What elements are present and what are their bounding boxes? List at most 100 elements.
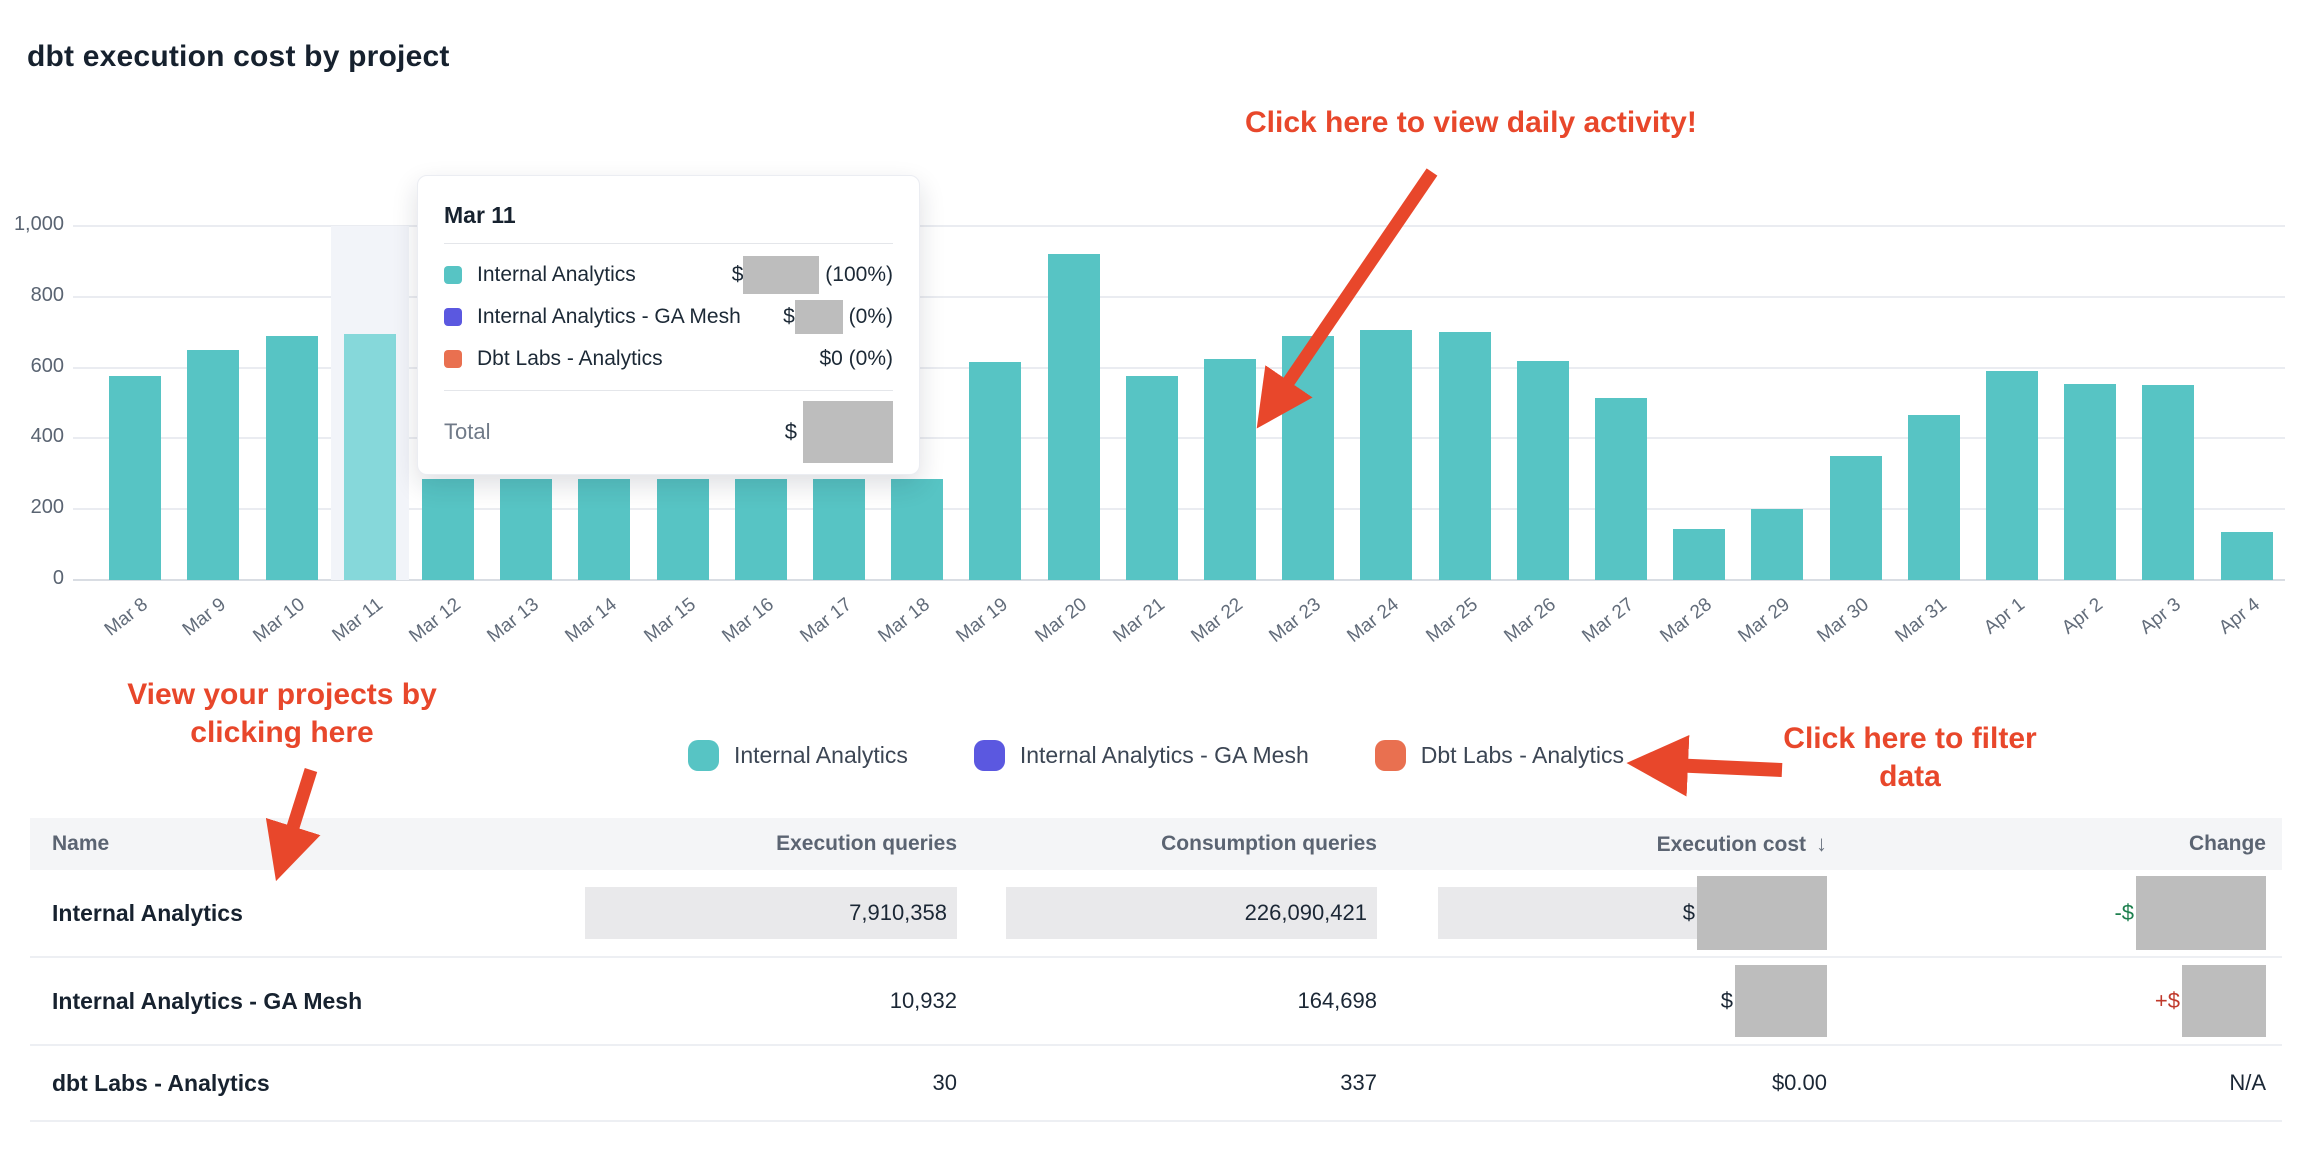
chart-bar[interactable] xyxy=(1125,376,1178,580)
chart-bar[interactable] xyxy=(578,479,631,580)
tooltip-series-label: Internal Analytics - GA Mesh xyxy=(477,305,741,328)
chart-bar[interactable] xyxy=(1673,529,1726,580)
redacted-value xyxy=(794,300,843,334)
legend-label: Internal Analytics xyxy=(733,742,908,768)
tooltip-divider xyxy=(444,243,893,244)
gridline xyxy=(73,508,2285,511)
projects-cost-table: Name Execution queries Consumption queri… xyxy=(30,818,2282,1122)
annotation-view-projects: View your projects by clicking here xyxy=(127,678,437,750)
table-row: dbt Labs - Analytics 30 337 $0.00 N/A xyxy=(30,1046,2282,1122)
change-sign: -$ xyxy=(2114,900,2134,925)
chart-bar[interactable] xyxy=(969,362,1022,580)
change-cell: N/A xyxy=(2229,1070,2266,1095)
legend-item-internal-analytics-ga-mesh[interactable]: Internal Analytics - GA Mesh xyxy=(973,740,1309,771)
legend-swatch-icon xyxy=(1374,740,1406,771)
chart-bar[interactable] xyxy=(343,334,396,580)
chart-bar[interactable] xyxy=(421,479,474,580)
execution-queries-cell: 7,910,358 xyxy=(585,887,965,939)
tooltip-rows: Internal Analytics $ (100%) Internal Analy… xyxy=(444,254,893,380)
chart-bar[interactable] xyxy=(1203,359,1256,580)
chart-tooltip: Mar 11 Internal Analytics $ (100%) Interna… xyxy=(417,175,920,475)
chart-bar[interactable] xyxy=(1751,509,1804,580)
value-prefix: $0 xyxy=(819,347,843,370)
chart-bar[interactable] xyxy=(2142,385,2195,580)
consumption-queries-cell: 226,090,421 xyxy=(965,887,1385,939)
table-row: Internal Analytics 7,910,358 226,090,421 $ -… xyxy=(30,870,2282,958)
tooltip-row: Internal Analytics $ (100%) xyxy=(444,254,893,296)
redacted-value xyxy=(1697,876,1827,950)
legend-swatch-icon xyxy=(687,740,719,771)
y-axis-label: 800 xyxy=(30,283,64,306)
value-suffix: (100%) xyxy=(819,263,893,286)
legend-item-dbt-labs-analytics[interactable]: Dbt Labs - Analytics xyxy=(1374,740,1625,771)
value-bar: 226,090,421 xyxy=(1006,887,1377,939)
legend-item-internal-analytics[interactable]: Internal Analytics xyxy=(687,740,908,771)
value-prefix: $ xyxy=(731,263,744,286)
chart-bar[interactable] xyxy=(1516,361,1569,580)
execution-queries-cell: 10,932 xyxy=(889,988,957,1013)
chart-legend: Internal Analytics Internal Analytics - G… xyxy=(0,740,2312,771)
table-row: Internal Analytics - GA Mesh 10,932 164,69… xyxy=(30,958,2282,1046)
y-axis-label: 0 xyxy=(52,567,64,589)
page-title: dbt execution cost by project xyxy=(27,40,450,73)
chart-bar[interactable] xyxy=(2064,384,2117,580)
y-axis-label: 200 xyxy=(30,496,64,519)
tooltip-date: Mar 11 xyxy=(444,202,516,228)
chart-bar[interactable] xyxy=(1047,254,1100,580)
chart-bar[interactable] xyxy=(1985,371,2038,580)
column-header-execution-cost[interactable]: Execution cost ↓ xyxy=(1656,831,1827,856)
gridline xyxy=(73,437,2285,440)
chart-bar[interactable] xyxy=(2220,532,2273,580)
redacted-value xyxy=(2136,876,2266,950)
project-name-cell[interactable]: dbt Labs - Analytics xyxy=(52,1069,270,1096)
chart-bar[interactable] xyxy=(1907,415,1960,580)
chart-bar[interactable] xyxy=(1360,330,1413,580)
gridline xyxy=(73,295,2285,298)
chart-bar[interactable] xyxy=(265,336,318,580)
series-swatch-icon xyxy=(444,350,462,368)
execution-cost-cell: $ xyxy=(1385,876,1835,950)
annotation-daily-activity: Click here to view daily activity! xyxy=(1245,106,1697,139)
change-sign: +$ xyxy=(2154,988,2180,1013)
annotation-filter-data: Click here to filter data xyxy=(1783,722,2037,794)
tooltip-series-value: $ (100%) xyxy=(732,256,893,294)
tooltip-divider xyxy=(444,390,893,391)
change-cell: -$ xyxy=(1835,876,2282,950)
change-cell: +$ xyxy=(1835,965,2282,1037)
gridline xyxy=(73,225,2285,227)
chart-bar[interactable] xyxy=(1594,398,1647,580)
legend-label: Internal Analytics - GA Mesh xyxy=(1019,742,1309,768)
legend-swatch-icon xyxy=(973,740,1005,771)
sort-descending-icon: ↓ xyxy=(1816,831,1827,856)
value-suffix: (0%) xyxy=(842,305,893,328)
redacted-value xyxy=(803,401,893,463)
project-name-cell[interactable]: Internal Analytics - GA Mesh xyxy=(52,987,363,1014)
y-axis-label: 600 xyxy=(30,354,64,377)
chart-bar[interactable] xyxy=(656,479,709,580)
tooltip-total-prefix: $ xyxy=(784,419,797,444)
chart-bar[interactable] xyxy=(734,479,787,580)
chart-bar[interactable] xyxy=(187,350,240,580)
execution-cost-cell: $0.00 xyxy=(1771,1070,1827,1095)
project-name-cell[interactable]: Internal Analytics xyxy=(52,899,243,926)
tooltip-row: Dbt Labs - Analytics $0 (0%) xyxy=(444,338,893,380)
gridline xyxy=(73,366,2285,369)
chart-bar[interactable] xyxy=(1438,332,1491,580)
chart-bar[interactable] xyxy=(812,479,865,580)
legend-label: Dbt Labs - Analytics xyxy=(1420,742,1625,768)
tooltip-total-value: $ xyxy=(785,401,893,463)
redacted-value xyxy=(743,256,820,294)
redacted-value xyxy=(1735,965,1827,1037)
chart-bar[interactable] xyxy=(1282,336,1335,580)
chart-bar[interactable] xyxy=(109,376,162,580)
chart-bar[interactable] xyxy=(891,479,944,580)
consumption-queries-cell: 164,698 xyxy=(1297,988,1377,1013)
chart-bar[interactable] xyxy=(1829,456,1882,580)
value-bar: $ xyxy=(1438,876,1827,950)
chart-bar[interactable] xyxy=(500,479,553,580)
tooltip-series-label: Dbt Labs - Analytics xyxy=(477,347,663,370)
execution-queries-cell: 30 xyxy=(932,1070,957,1095)
value-suffix: (0%) xyxy=(842,347,893,370)
value-prefix: $ xyxy=(1720,988,1733,1013)
